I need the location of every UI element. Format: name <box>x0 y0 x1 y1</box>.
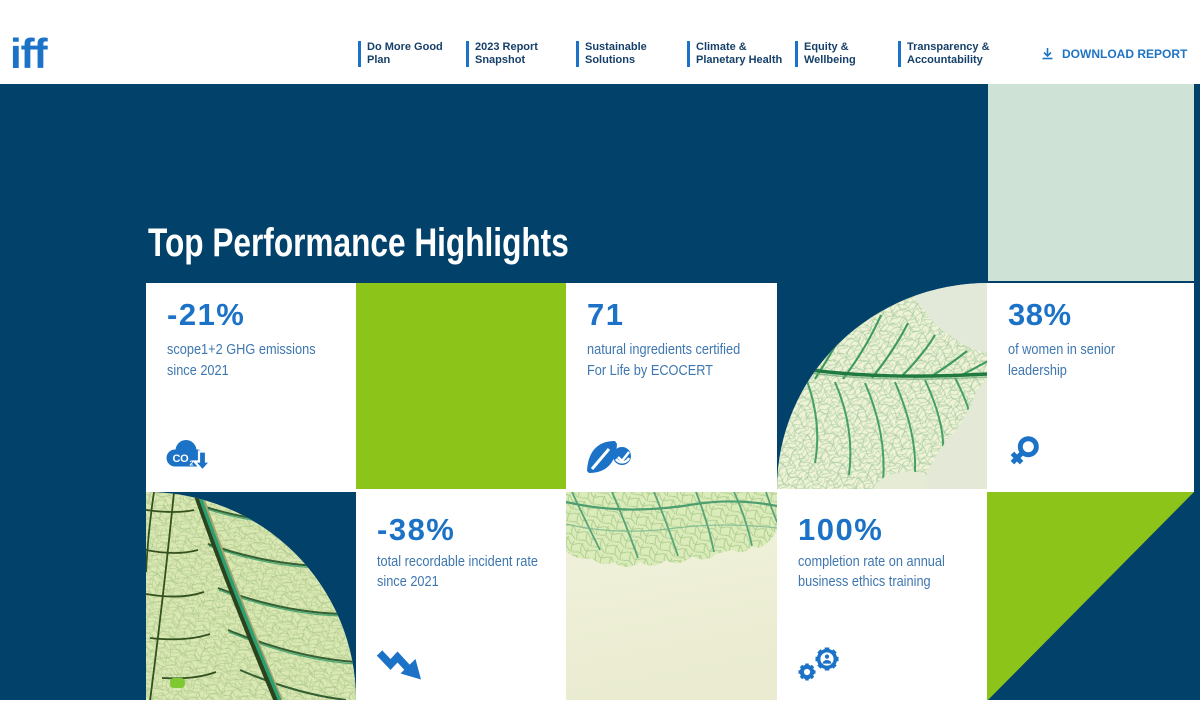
svg-text:CO: CO <box>173 453 190 465</box>
svg-text:2: 2 <box>190 461 194 468</box>
